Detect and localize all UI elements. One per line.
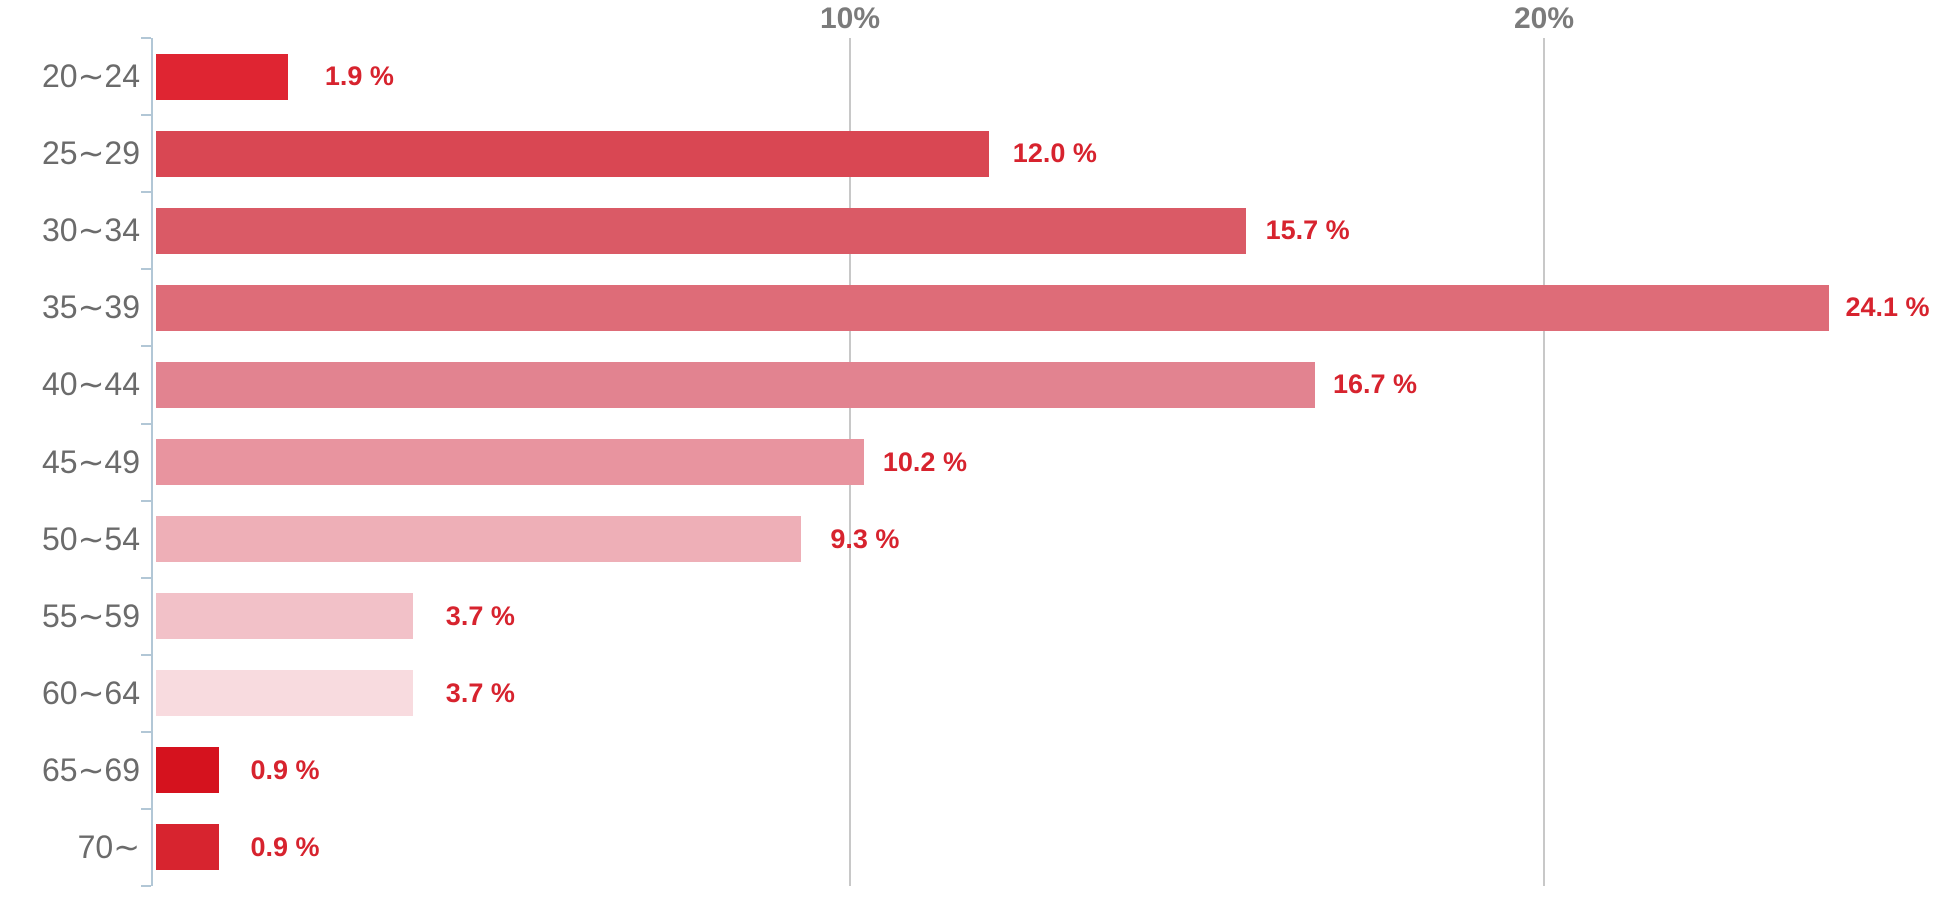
category-label: 55∼59 xyxy=(42,597,140,634)
y-axis-line xyxy=(151,38,153,886)
category-label: 50∼54 xyxy=(42,520,140,557)
y-axis-tick xyxy=(141,191,151,194)
x-axis-tick-label: 20% xyxy=(1513,2,1575,35)
chart-row: 20∼24 1.9 % xyxy=(0,38,1950,115)
y-axis-tick xyxy=(141,653,151,656)
chart-row: 45∼49 10.2 % xyxy=(0,424,1950,501)
y-axis-tick xyxy=(141,499,151,502)
y-axis-tick xyxy=(141,345,151,348)
value-label: 10.2 % xyxy=(882,446,967,477)
y-axis-tick xyxy=(141,37,151,39)
y-axis-tick xyxy=(141,422,151,425)
bar xyxy=(156,747,219,794)
chart-row: 35∼39 24.1 % xyxy=(0,269,1950,346)
value-label: 0.9 % xyxy=(250,831,320,862)
value-label: 12.0 % xyxy=(1012,138,1097,169)
bar xyxy=(156,284,1829,331)
value-label: 0.9 % xyxy=(250,754,320,785)
chart-row: 50∼54 9.3 % xyxy=(0,501,1950,578)
chart-row: 65∼69 0.9 % xyxy=(0,732,1950,809)
y-axis-tick xyxy=(141,268,151,271)
chart-row: 25∼29 12.0 % xyxy=(0,115,1950,192)
x-axis-tick-label: 10% xyxy=(819,2,881,35)
bar xyxy=(156,361,1315,408)
bar xyxy=(156,53,288,100)
bar xyxy=(156,439,864,485)
value-label: 15.7 % xyxy=(1265,215,1350,246)
y-axis-tick xyxy=(141,576,151,579)
y-axis-tick xyxy=(141,730,151,733)
chart-row: 30∼34 15.7 % xyxy=(0,192,1950,269)
category-label: 25∼29 xyxy=(42,135,140,172)
category-label: 45∼49 xyxy=(42,443,140,480)
gridline xyxy=(1543,38,1545,886)
bar xyxy=(156,824,219,871)
category-label: 30∼34 xyxy=(42,212,140,249)
y-axis-tick xyxy=(141,807,151,810)
category-label: 65∼69 xyxy=(42,751,140,788)
bar xyxy=(156,207,1246,254)
value-label: 16.7 % xyxy=(1333,369,1418,400)
value-label: 9.3 % xyxy=(830,523,900,554)
y-axis-tick xyxy=(141,885,151,887)
chart-row: 40∼44 16.7 % xyxy=(0,346,1950,423)
category-label: 70∼ xyxy=(77,828,140,865)
category-label: 60∼64 xyxy=(42,674,140,711)
bar xyxy=(156,670,413,717)
y-axis-tick xyxy=(141,114,151,117)
chart-row: 55∼59 3.7 % xyxy=(0,578,1950,655)
value-label: 24.1 % xyxy=(1845,292,1930,323)
bar xyxy=(156,130,989,177)
chart-row: 70∼ 0.9 % xyxy=(0,809,1950,886)
bar xyxy=(156,593,413,640)
bar xyxy=(156,516,802,562)
category-label: 20∼24 xyxy=(42,58,140,94)
value-label: 3.7 % xyxy=(445,600,515,631)
chart-row: 60∼64 3.7 % xyxy=(0,655,1950,732)
value-label: 3.7 % xyxy=(445,677,515,708)
value-label: 1.9 % xyxy=(324,61,394,91)
category-label: 40∼44 xyxy=(42,366,140,403)
category-label: 35∼39 xyxy=(42,289,140,326)
